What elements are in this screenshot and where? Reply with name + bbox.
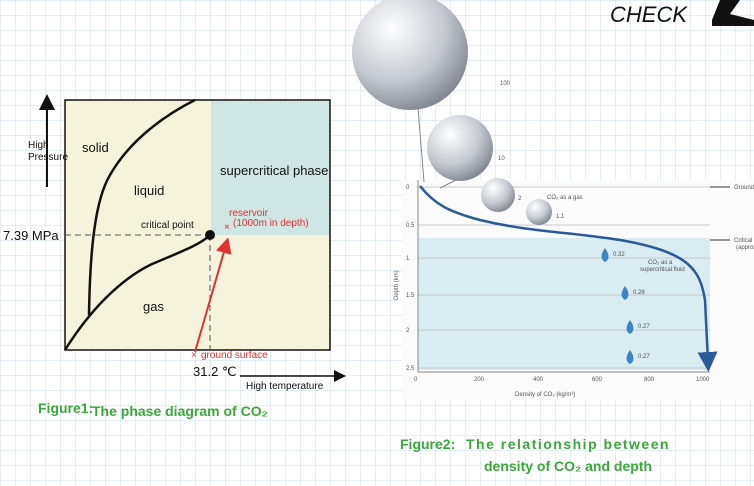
drop-label: 0.28 [633, 290, 645, 296]
caption: The relationship between [466, 436, 670, 452]
balloon-label: 10 [498, 156, 505, 162]
cross: × [191, 350, 197, 361]
critical-depth: Critical depth [734, 238, 754, 244]
gas-note: CO₂ as a gas [547, 195, 583, 201]
region-label: liquid [134, 183, 164, 198]
region-label: solid [82, 140, 109, 155]
y-tick-label: 1.5 [406, 293, 415, 299]
reservoir-depth: (1000m in depth) [233, 218, 309, 229]
x-tick-label: 600 [592, 377, 603, 383]
balloon-label: 1.1 [556, 214, 565, 220]
y-axis-label: Depth (km) [394, 270, 400, 300]
axis-y-label: Pressure [28, 152, 68, 163]
y-tick-label: 2.5 [406, 366, 415, 372]
balloon-label: 100 [500, 81, 511, 87]
axis-x-label: High temperature [246, 381, 324, 392]
check-label: CHECK [610, 2, 688, 27]
caption-number: Figure2: [400, 436, 455, 452]
caption: The phase diagram of CO₂ [92, 403, 268, 419]
caption: density of CO₂ and depth [484, 458, 652, 474]
temperature-label: 31.2 ℃ [193, 364, 237, 379]
ground-level: Ground level [734, 185, 754, 191]
fluid-note: CO₂ as a [648, 260, 673, 266]
drop-label: 0.32 [613, 252, 625, 258]
caption-number: Figure1: [38, 400, 93, 416]
drop-label: 0.27 [638, 354, 650, 360]
critical-point-label: critical point [141, 220, 194, 231]
fluid-note: supercritical fluid [640, 267, 685, 273]
page: CHECK × × High Pressure High temperature… [0, 0, 754, 486]
y-tick-label: 0.5 [406, 223, 415, 229]
region-label: gas [143, 299, 164, 314]
critical-point-dot [205, 230, 215, 240]
cross: × [224, 222, 230, 233]
x-tick-label: 1000 [696, 377, 710, 383]
region-label: supercritical phase [220, 163, 328, 178]
x-tick-label: 400 [533, 377, 544, 383]
x-tick-label: 200 [474, 377, 485, 383]
ground-surface-label: ground surface [201, 350, 268, 361]
drop-label: 0.27 [638, 324, 650, 330]
x-axis-label: Density of CO₂ (kg/m³) [515, 392, 575, 398]
x-tick-label: 800 [644, 377, 655, 383]
axis-y-label: High [28, 140, 49, 151]
critical-depth: (approx) [736, 245, 754, 251]
pressure-label: 7.39 MPa [3, 228, 59, 243]
